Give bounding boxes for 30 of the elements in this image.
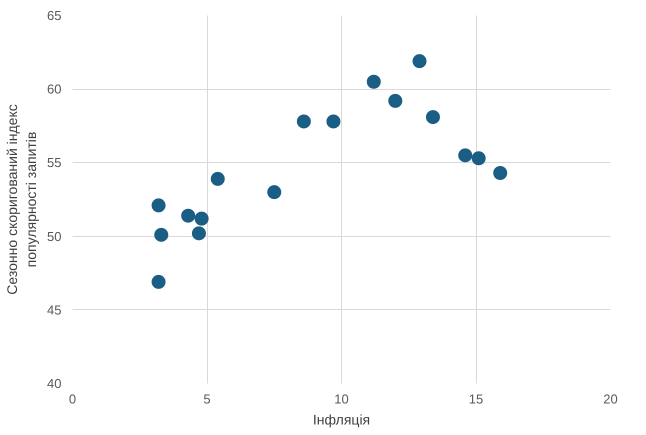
y-axis-title: Сезонно скоригований індекс популярності запитів bbox=[4, 104, 40, 295]
point bbox=[152, 198, 166, 212]
point bbox=[426, 110, 440, 124]
point bbox=[154, 228, 168, 242]
point bbox=[326, 114, 340, 128]
point bbox=[458, 148, 472, 162]
point bbox=[152, 274, 166, 289]
y-tick-label: 65 bbox=[47, 8, 62, 23]
x-axis-title: Інфляція bbox=[312, 412, 370, 428]
point bbox=[192, 226, 206, 240]
point bbox=[412, 54, 427, 68]
x-tick-label: 10 bbox=[334, 392, 349, 406]
y-tick-label: 45 bbox=[47, 302, 62, 318]
point bbox=[388, 94, 402, 108]
point bbox=[296, 114, 311, 128]
point bbox=[493, 166, 508, 180]
y-tick-label: 50 bbox=[47, 228, 62, 244]
x-tick-label: 5 bbox=[203, 392, 211, 406]
y-tick-label: 55 bbox=[47, 155, 62, 170]
point bbox=[267, 185, 282, 200]
point bbox=[181, 208, 196, 223]
y-tick-label: 60 bbox=[47, 82, 62, 97]
point bbox=[366, 74, 381, 89]
x-tick-label: 0 bbox=[68, 392, 76, 406]
x-tick-label: 20 bbox=[603, 392, 618, 406]
y-tick-label: 40 bbox=[47, 376, 62, 391]
point bbox=[194, 212, 209, 226]
x-tick-label: 15 bbox=[468, 392, 484, 406]
point bbox=[210, 172, 225, 186]
point bbox=[472, 151, 486, 166]
